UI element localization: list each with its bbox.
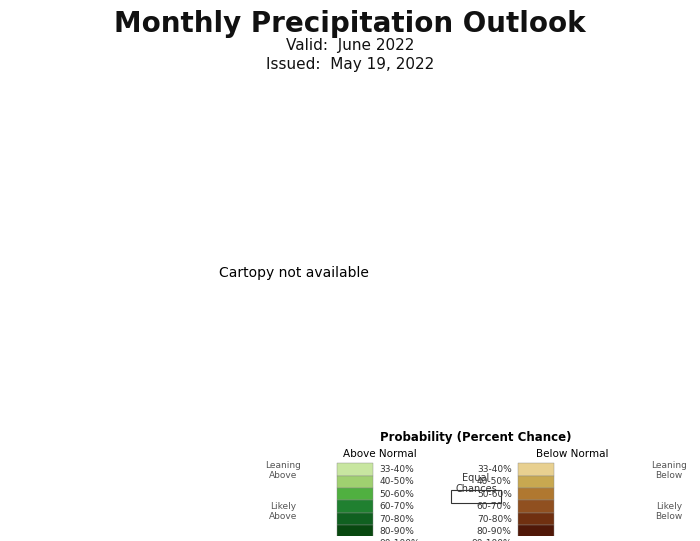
FancyBboxPatch shape	[518, 513, 554, 525]
Text: Likely
Below: Likely Below	[656, 502, 682, 522]
Text: 60-70%: 60-70%	[379, 502, 414, 511]
Text: Leaning
Below: Leaning Below	[651, 461, 687, 480]
Text: 80-90%: 80-90%	[477, 527, 512, 536]
Text: 33-40%: 33-40%	[477, 465, 512, 474]
Text: Leaning
Above: Leaning Above	[265, 461, 301, 480]
Text: 70-80%: 70-80%	[477, 514, 512, 524]
FancyBboxPatch shape	[518, 463, 554, 476]
Text: 40-50%: 40-50%	[477, 477, 512, 486]
FancyBboxPatch shape	[518, 476, 554, 488]
Text: 40-50%: 40-50%	[379, 477, 414, 486]
Text: Monthly Precipitation Outlook: Monthly Precipitation Outlook	[114, 10, 586, 38]
Text: Issued:  May 19, 2022: Issued: May 19, 2022	[266, 57, 434, 72]
FancyBboxPatch shape	[518, 525, 554, 538]
Text: 90-100%: 90-100%	[379, 539, 420, 541]
FancyBboxPatch shape	[337, 513, 373, 525]
Text: Cartopy not available: Cartopy not available	[219, 266, 369, 280]
FancyBboxPatch shape	[337, 500, 373, 513]
Text: Below Normal: Below Normal	[536, 449, 609, 459]
FancyBboxPatch shape	[518, 538, 554, 541]
Text: 50-60%: 50-60%	[477, 490, 512, 499]
Text: 80-90%: 80-90%	[379, 527, 414, 536]
FancyBboxPatch shape	[337, 463, 373, 476]
FancyBboxPatch shape	[518, 488, 554, 500]
FancyBboxPatch shape	[337, 488, 373, 500]
Text: Probability (Percent Chance): Probability (Percent Chance)	[380, 431, 572, 444]
FancyBboxPatch shape	[518, 500, 554, 513]
Text: Likely
Above: Likely Above	[269, 502, 297, 522]
FancyBboxPatch shape	[337, 476, 373, 488]
FancyBboxPatch shape	[451, 490, 501, 503]
Text: Above Normal: Above Normal	[342, 449, 416, 459]
Text: Equal
Chances: Equal Chances	[455, 473, 497, 494]
Text: 33-40%: 33-40%	[379, 465, 414, 474]
Text: 60-70%: 60-70%	[477, 502, 512, 511]
FancyBboxPatch shape	[337, 538, 373, 541]
FancyBboxPatch shape	[337, 525, 373, 538]
Text: 50-60%: 50-60%	[379, 490, 414, 499]
Text: 90-100%: 90-100%	[471, 539, 512, 541]
Text: 70-80%: 70-80%	[379, 514, 414, 524]
Text: Valid:  June 2022: Valid: June 2022	[286, 38, 414, 52]
